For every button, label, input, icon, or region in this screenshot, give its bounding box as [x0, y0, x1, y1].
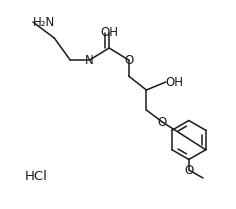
Text: O: O: [184, 163, 194, 176]
Text: O: O: [124, 54, 133, 66]
Text: OH: OH: [166, 75, 184, 88]
Text: O: O: [158, 116, 167, 129]
Text: OH: OH: [100, 27, 118, 40]
Text: N: N: [85, 54, 94, 66]
Text: H₂N: H₂N: [33, 15, 55, 28]
Text: HCl: HCl: [25, 170, 48, 183]
